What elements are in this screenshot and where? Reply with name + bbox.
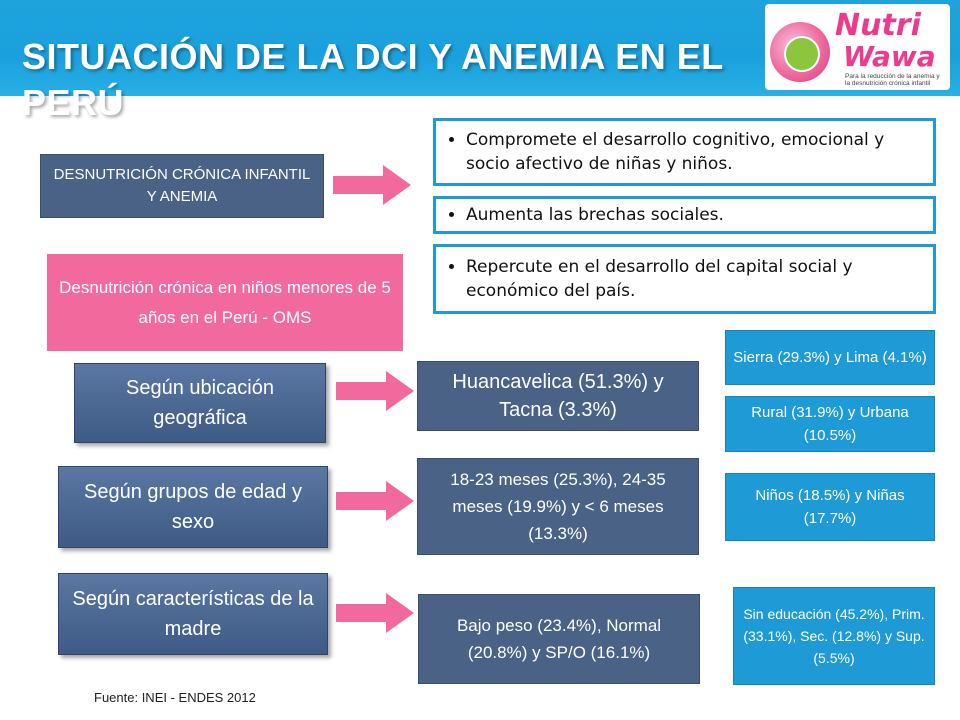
dci-anemia-label: DESNUTRICIÓN CRÓNICA INFANTIL Y ANEMIA (40, 154, 324, 218)
category-age-sex: Según grupos de edad y sexo (58, 466, 328, 548)
logo-name-nutri: Nutri (835, 8, 921, 43)
child-emblem-icon (770, 22, 830, 82)
logo-tagline: Para la reducción de la anemia y la desn… (845, 73, 940, 87)
bullet-box-development: Compromete el desarrollo cognitivo, emoc… (433, 118, 936, 186)
arrow-right-icon (336, 481, 414, 521)
page-title: SITUACIÓN DE LA DCI Y ANEMIA EN EL PERÚ (22, 36, 724, 123)
bullet-box-capital: Repercute en el desarrollo del capital s… (433, 244, 936, 314)
detail-boys-girls: Niños (18.5%) y Niñas (17.7%) (725, 473, 935, 541)
logo-name-wawa: Wawa (843, 40, 936, 73)
value-age-sex: 18-23 meses (25.3%), 24-35 meses (19.9%)… (417, 458, 699, 555)
bullet-item: Repercute en el desarrollo del capital s… (466, 255, 925, 303)
bullet-item: Compromete el desarrollo cognitivo, emoc… (466, 128, 925, 176)
nutriwawa-logo: Nutri Wawa Para la reducción de la anemi… (765, 4, 950, 90)
oms-stat-label: Desnutrición crónica en niños menores de… (47, 254, 403, 351)
arrow-right-icon (336, 593, 414, 633)
bullet-item: Aumenta las brechas sociales. (466, 203, 724, 227)
source-note: Fuente: INEI - ENDES 2012 (94, 690, 256, 705)
bullet-box-gaps: Aumenta las brechas sociales. (433, 196, 936, 234)
detail-sierra-lima: Sierra (29.3%) y Lima (4.1%) (725, 330, 935, 385)
arrow-right-icon (336, 371, 414, 411)
category-geographic: Según ubicación geográfica (74, 363, 326, 443)
detail-education: Sin educación (45.2%), Prim. (33.1%), Se… (733, 587, 935, 685)
category-mother: Según características de la madre (58, 573, 328, 655)
arrow-right-icon (333, 165, 411, 205)
value-geographic: Huancavelica (51.3%) y Tacna (3.3%) (417, 361, 699, 431)
header-bar: SITUACIÓN DE LA DCI Y ANEMIA EN EL PERÚ … (0, 0, 960, 123)
detail-rural-urban: Rural (31.9%) y Urbana (10.5%) (725, 396, 935, 452)
value-mother: Bajo peso (23.4%), Normal (20.8%) y SP/O… (418, 594, 700, 684)
